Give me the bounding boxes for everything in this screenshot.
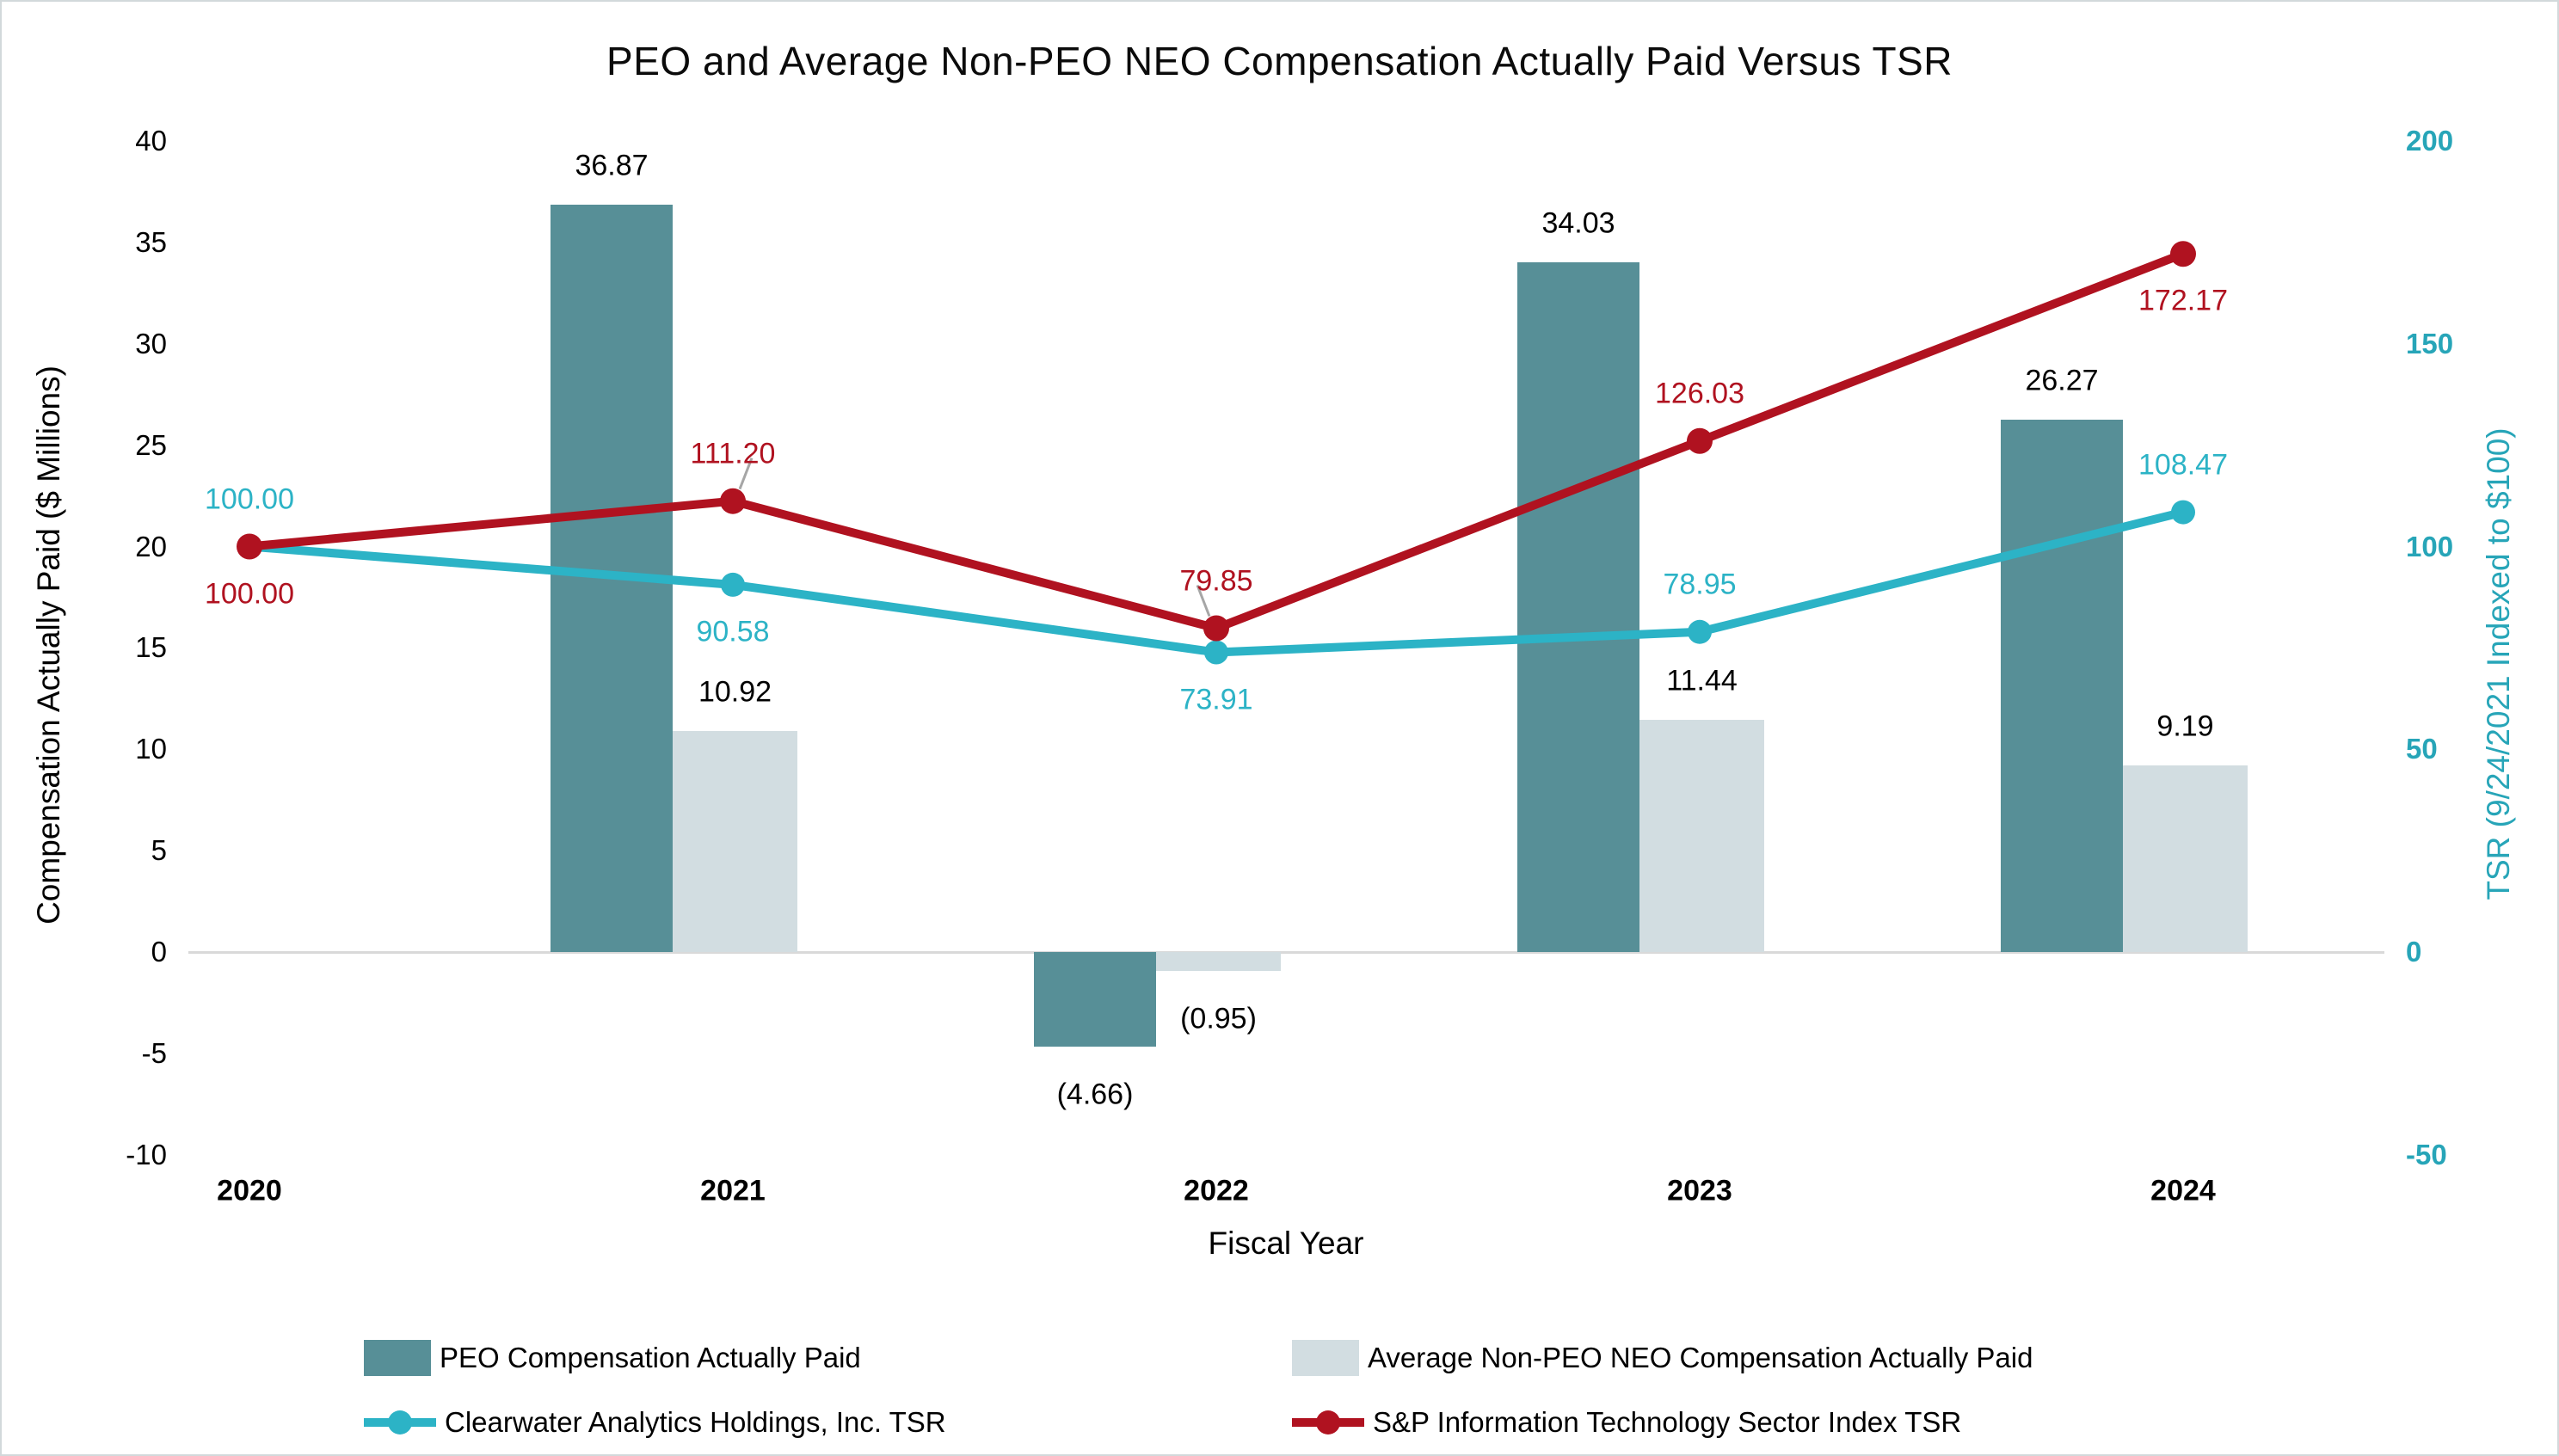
x-axis-tick-2024: 2024: [2150, 1174, 2216, 1207]
legend-label: Average Non-PEO NEO Compensation Actuall…: [1368, 1342, 2033, 1373]
line-label-series2-2024: 172.17: [2138, 284, 2228, 317]
y-axis-left-tick: 10: [135, 733, 167, 765]
legend-item-4: S&P Information Technology Sector Index …: [1292, 1404, 1961, 1441]
marker-series1-2021: [721, 572, 745, 597]
legend-bar-swatch: [1292, 1340, 1359, 1376]
legend-item-3: Clearwater Analytics Holdings, Inc. TSR: [364, 1404, 946, 1441]
x-axis-tick-2023: 2023: [1667, 1174, 1732, 1207]
legend-line-marker: [388, 1410, 412, 1434]
legend-line-marker: [1316, 1410, 1340, 1434]
marker-series1-2022: [1204, 640, 1228, 665]
label-leader-line: [738, 458, 754, 490]
bar-series2-2023: [1639, 720, 1764, 952]
bar-label-series1-2023: 34.03: [1541, 206, 1615, 240]
legend-line-swatch: [1292, 1404, 1364, 1441]
bar-label-series1-2021: 36.87: [575, 149, 649, 182]
x-axis-tick-2020: 2020: [217, 1174, 282, 1207]
y-axis-right-tick: 150: [2406, 327, 2454, 359]
legend-label: PEO Compensation Actually Paid: [440, 1342, 861, 1373]
y-axis-left-tick: 20: [135, 530, 167, 562]
y-axis-right-tick: -50: [2406, 1138, 2447, 1170]
bar-series1-2024: [2001, 419, 2123, 952]
bar-label-series2-2023: 11.44: [1666, 664, 1738, 697]
line-label-series2-2023: 126.03: [1655, 377, 1744, 410]
bar-series2-2022: [1156, 952, 1281, 972]
line-label-series1-2021: 90.58: [696, 615, 770, 648]
line-label-series1-2024: 108.47: [2138, 448, 2228, 482]
chart-title: PEO and Average Non-PEO NEO Compensation…: [606, 39, 1953, 83]
line-label-series2-2022: 79.85: [1179, 564, 1253, 597]
marker-series1-2023: [1688, 619, 1712, 644]
y-axis-right-tick: 50: [2406, 733, 2438, 765]
x-axis-title: Fiscal Year: [1208, 1226, 1364, 1261]
y-axis-right-tick: 0: [2406, 936, 2422, 968]
y-axis-left-tick: 15: [135, 631, 167, 664]
y-axis-left-tick: 40: [135, 125, 167, 157]
y-axis-left-tick: 35: [135, 225, 167, 258]
legend-item-1: PEO Compensation Actually Paid: [364, 1340, 861, 1376]
x-axis-tick-2022: 2022: [1184, 1174, 1249, 1207]
marker-series2-2021: [720, 488, 746, 514]
marker-series2-2024: [2170, 241, 2196, 267]
line-label-series2-2021: 111.20: [690, 437, 776, 470]
bar-series2-2021: [673, 730, 797, 952]
y-axis-left-tick: 30: [135, 327, 167, 359]
label-leader-line: [1196, 584, 1211, 617]
line-label-series1-2020: 100.00: [205, 482, 294, 515]
marker-series2-2020: [237, 533, 262, 560]
bar-label-series2-2022: (0.95): [1180, 1002, 1257, 1035]
legend-line-swatch: [364, 1404, 436, 1441]
line-label-series2-2020: 100.00: [205, 577, 294, 610]
legend-label: Clearwater Analytics Holdings, Inc. TSR: [445, 1406, 946, 1438]
y-axis-left-tick: -10: [126, 1138, 167, 1170]
bar-label-series1-2022: (4.66): [1056, 1078, 1134, 1111]
y-axis-left-tick: 0: [151, 936, 167, 968]
line-label-series1-2023: 78.95: [1663, 568, 1737, 601]
y-axis-right-tick: 200: [2406, 125, 2454, 157]
y-axis-right-tick: 100: [2406, 530, 2454, 562]
bar-series1-2023: [1517, 261, 1639, 952]
marker-series1-2024: [2171, 500, 2195, 525]
y-axis-left-tick: -5: [141, 1036, 167, 1069]
y-axis-left-tick: 25: [135, 428, 167, 461]
zero-gridline: [188, 951, 2384, 954]
marker-series2-2022: [1203, 615, 1229, 642]
bar-series2-2024: [2123, 765, 2248, 952]
line-label-series1-2022: 73.91: [1179, 683, 1253, 716]
bar-series1-2022: [1034, 952, 1156, 1047]
marker-series2-2023: [1687, 427, 1713, 454]
legend-item-2: Average Non-PEO NEO Compensation Actuall…: [1292, 1340, 2033, 1376]
y-axis-left-tick: 5: [151, 834, 167, 867]
bar-label-series2-2021: 10.92: [698, 675, 772, 709]
legend-bar-swatch: [364, 1340, 431, 1376]
legend-label: S&P Information Technology Sector Index …: [1373, 1406, 1962, 1438]
x-axis-tick-2021: 2021: [700, 1174, 766, 1207]
bar-label-series2-2024: 9.19: [2156, 710, 2214, 743]
bar-label-series1-2024: 26.27: [2025, 364, 2099, 397]
